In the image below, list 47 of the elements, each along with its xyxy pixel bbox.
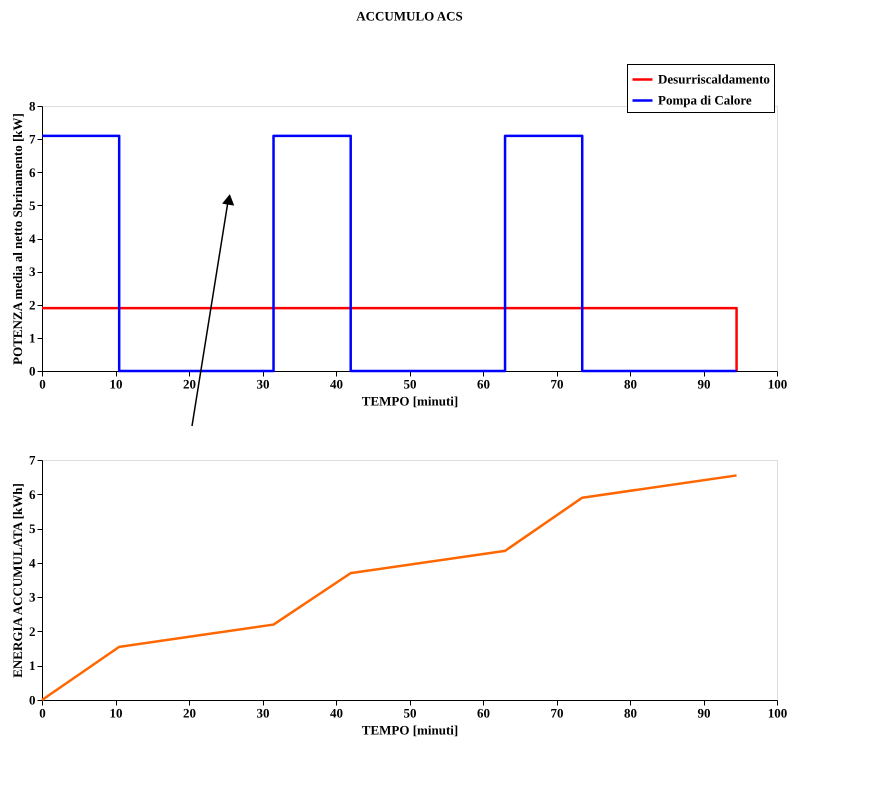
x-tick-label: 20 — [183, 376, 196, 392]
y-tick-label: 4 — [29, 231, 36, 246]
y-tick-label: 3 — [29, 264, 36, 280]
x-tick-label: 80 — [624, 706, 637, 720]
chart-title: ACCUMULO ACS — [356, 8, 463, 24]
x-tick-label: 20 — [183, 706, 196, 720]
y-tick-label: 6 — [29, 486, 36, 502]
x-tick-label: 10 — [110, 706, 122, 720]
y-tick-label: 1 — [29, 330, 36, 346]
x-axis-title: TEMPO [minuti] — [362, 722, 458, 738]
legend-label: Desurriscaldamento — [658, 72, 770, 86]
x-tick-label: 70 — [550, 376, 564, 392]
x-tick-label: 100 — [768, 706, 788, 720]
y-tick-label: 0 — [29, 692, 36, 708]
x-tick-label: 60 — [477, 376, 490, 392]
y-tick-label: 6 — [29, 164, 36, 180]
y-tick-label: 2 — [29, 297, 36, 312]
y-tick-label: 7 — [29, 132, 36, 147]
line-series — [40, 474, 738, 702]
x-tick-label: 40 — [330, 376, 343, 392]
y-tick-label: 5 — [29, 521, 36, 536]
y-tick-label: 8 — [29, 98, 36, 114]
x-tick-label: 0 — [39, 706, 46, 720]
x-tick-label: 10 — [110, 376, 122, 392]
legend-label: Pompa di Calore — [658, 92, 752, 108]
y-tick-label: 3 — [29, 590, 36, 605]
x-tick-label: 80 — [624, 376, 637, 392]
x-tick-label: 60 — [477, 706, 490, 720]
x-tick-label: 100 — [768, 376, 788, 392]
x-tick-label: 40 — [330, 706, 343, 720]
x-axis-title: TEMPO [minuti] — [362, 394, 458, 408]
y-tick-label: 5 — [29, 198, 36, 213]
y-tick-label: 0 — [29, 364, 36, 378]
y-tick-label: 4 — [29, 555, 36, 570]
x-tick-label: 90 — [698, 376, 710, 392]
y-axis-title: ENERGIA ACCUMULATA [kWh] — [10, 483, 25, 678]
y-axis-title: POTENZA media al netto Sbrinamento [kW] — [10, 113, 25, 365]
x-tick-label: 90 — [698, 706, 710, 720]
x-tick-label: 0 — [39, 376, 46, 392]
x-tick-label: 50 — [404, 376, 416, 392]
y-tick-label: 7 — [29, 452, 36, 468]
y-tick-label: 2 — [29, 624, 36, 639]
y-tick-label: 1 — [29, 658, 36, 674]
x-tick-label: 70 — [550, 706, 564, 720]
x-tick-label: 30 — [256, 706, 270, 720]
x-tick-label: 50 — [404, 706, 416, 720]
x-tick-label: 30 — [256, 376, 270, 392]
